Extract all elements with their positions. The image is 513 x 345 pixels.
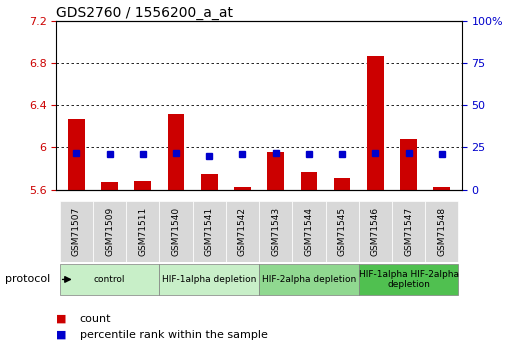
Bar [234, 187, 251, 190]
Text: ■: ■ [56, 330, 67, 339]
Bar [60, 264, 160, 295]
Text: GSM71509: GSM71509 [105, 207, 114, 256]
Text: HIF-2alpha depletion: HIF-2alpha depletion [262, 275, 356, 284]
Text: control: control [94, 275, 125, 284]
Bar [192, 201, 226, 262]
Text: GSM71548: GSM71548 [437, 207, 446, 256]
Text: GSM71547: GSM71547 [404, 207, 413, 256]
Text: GSM71543: GSM71543 [271, 207, 280, 256]
Text: GSM71511: GSM71511 [139, 207, 147, 256]
Bar [392, 201, 425, 262]
Bar [326, 201, 359, 262]
Bar [60, 201, 93, 262]
Bar [433, 187, 450, 190]
Bar [160, 264, 259, 295]
Bar [168, 114, 184, 190]
Text: protocol: protocol [5, 275, 50, 284]
Text: GSM71546: GSM71546 [371, 207, 380, 256]
Bar [400, 139, 417, 190]
Text: GSM71507: GSM71507 [72, 207, 81, 256]
Bar [359, 201, 392, 262]
Bar [301, 172, 317, 190]
Text: GSM71541: GSM71541 [205, 207, 214, 256]
Bar [359, 264, 459, 295]
Bar [367, 56, 384, 190]
Bar [126, 201, 160, 262]
Bar [226, 201, 259, 262]
Bar [259, 264, 359, 295]
Text: HIF-1alpha depletion: HIF-1alpha depletion [162, 275, 256, 284]
Bar [201, 174, 218, 190]
Text: HIF-1alpha HIF-2alpha
depletion: HIF-1alpha HIF-2alpha depletion [359, 270, 459, 289]
Bar [134, 181, 151, 190]
Bar [267, 152, 284, 190]
Bar [259, 201, 292, 262]
Text: GSM71545: GSM71545 [338, 207, 347, 256]
Bar [425, 201, 459, 262]
Bar [292, 201, 326, 262]
Bar [334, 178, 350, 190]
Text: GDS2760 / 1556200_a_at: GDS2760 / 1556200_a_at [56, 6, 233, 20]
Bar [68, 119, 85, 190]
Text: ■: ■ [56, 314, 67, 324]
Text: count: count [80, 314, 111, 324]
Text: percentile rank within the sample: percentile rank within the sample [80, 330, 267, 339]
Bar [160, 201, 192, 262]
Text: GSM71542: GSM71542 [238, 207, 247, 256]
Text: GSM71544: GSM71544 [304, 207, 313, 256]
Text: GSM71540: GSM71540 [171, 207, 181, 256]
Bar [93, 201, 126, 262]
Bar [101, 183, 118, 190]
